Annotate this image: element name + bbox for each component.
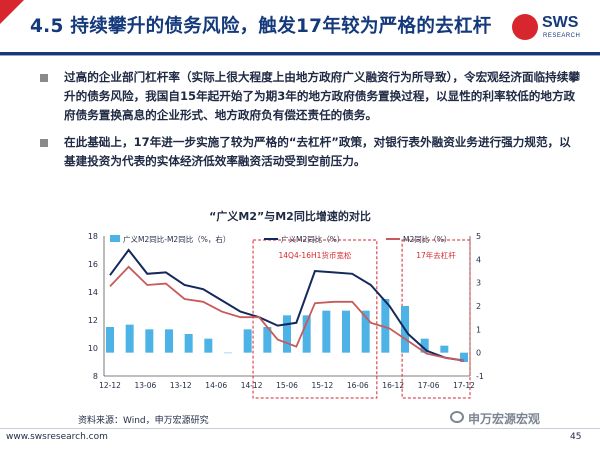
- bullet-item: 过高的企业部门杠杆率（实际上很大程度上由地方政府广义融资行为所导致），令宏观经济…: [40, 68, 580, 125]
- left-tick-label: 14: [88, 288, 98, 297]
- square-bullet-icon: [40, 74, 48, 82]
- title-rule-thin: [0, 55, 600, 56]
- right-tick-label: 5: [476, 232, 481, 241]
- right-tick-label: 1: [476, 325, 481, 334]
- footer-url: www.swsresearch.com: [6, 432, 108, 442]
- bar-mark: [184, 334, 193, 353]
- bar-mark: [204, 338, 213, 353]
- left-tick-label: 16: [88, 260, 98, 269]
- sws-logo: SWS RESEARCH: [512, 12, 592, 46]
- bar-mark: [302, 315, 311, 353]
- legend-label: M2同比（%）: [403, 234, 451, 244]
- title-rule: [0, 52, 600, 55]
- x-tick-label: 15-06: [276, 381, 298, 390]
- right-tick-label: 0: [476, 349, 481, 358]
- legend-label: 广义M2同比-M2同比（%，右）: [123, 234, 230, 244]
- bar-mark: [165, 329, 173, 353]
- x-tick-label: 12-12: [99, 381, 121, 390]
- legend-label: 广义M2同比（%）: [281, 234, 344, 244]
- watermark: 申万宏源宏观: [468, 412, 541, 426]
- bullet-text: 在此基础上，17年进一步实施了较为严格的“去杠杆”政策，对银行表外融资业务进行强…: [64, 135, 571, 168]
- x-tick-label: 15-12: [312, 381, 334, 390]
- corner-accent: [0, 0, 24, 24]
- bar-mark: [440, 345, 449, 353]
- bar-mark: [460, 352, 468, 362]
- annotation-box: [252, 239, 378, 399]
- logo-subtext: RESEARCH: [543, 33, 581, 39]
- footer-rule: [0, 428, 600, 429]
- bar-mark: [243, 329, 252, 353]
- bar-mark: [361, 310, 370, 353]
- bar-mark: [322, 310, 331, 353]
- logo-mark-icon: [512, 14, 538, 40]
- annotation-box: [401, 239, 471, 399]
- bar-mark: [224, 352, 232, 354]
- m2-line: [109, 265, 465, 362]
- left-tick-label: 18: [88, 232, 98, 241]
- bar-mark: [420, 338, 429, 353]
- bullet-text: 过高的企业部门杠杆率（实际上很大程度上由地方政府广义融资行为所导致），令宏观经济…: [64, 70, 580, 122]
- right-tick-label: -1: [476, 372, 484, 381]
- legend-swatch: [110, 235, 120, 242]
- bar-mark: [263, 327, 272, 353]
- chart: “广义M2”与M2同比增速的对比 8 10 12 14 16 18 -1 0 1 2 3 4 5 12-1…: [70, 208, 510, 430]
- bar-mark: [342, 310, 350, 353]
- left-tick-label: 10: [88, 344, 98, 353]
- bar-mark: [283, 315, 291, 353]
- left-tick-label: 12: [88, 316, 98, 325]
- x-tick-label: 17-12: [453, 381, 475, 390]
- annotation-label: 14Q4-16H1货币宽松: [279, 250, 352, 260]
- x-tick-label: 16-12: [382, 381, 404, 390]
- page-number: 45: [570, 432, 582, 442]
- slide-title: 4.5 持续攀升的债务风险，触发17年较为严格的去杠杆: [30, 16, 492, 37]
- right-tick-label: 3: [476, 279, 481, 288]
- bar-mark: [125, 324, 134, 353]
- source-note: 资料来源：Wind，申万宏源研究: [78, 416, 209, 426]
- right-tick-label: 4: [476, 255, 481, 264]
- x-tick-label: 14-12: [241, 381, 263, 390]
- x-tick-label: 14-06: [205, 381, 227, 390]
- bar-mark: [106, 327, 114, 353]
- x-tick-label: 17-06: [418, 381, 440, 390]
- x-tick-label: 16-06: [347, 381, 369, 390]
- annotation-label: 17年去杠杆: [416, 250, 456, 260]
- bullet-list: 过高的企业部门杠杆率（实际上很大程度上由地方政府广义融资行为所导致），令宏观经济…: [40, 68, 580, 179]
- square-bullet-icon: [40, 139, 48, 147]
- left-tick-label: 8: [93, 372, 98, 381]
- x-tick-label: 13-12: [170, 381, 192, 390]
- x-tick-label: 13-06: [135, 381, 157, 390]
- wechat-icon: [450, 411, 464, 423]
- broad-m2-line: [109, 248, 465, 362]
- bar-mark: [145, 329, 154, 353]
- bar-mark: [381, 299, 390, 353]
- logo-text: SWS: [542, 14, 579, 31]
- chart-title: “广义M2”与M2同比增速的对比: [209, 210, 371, 223]
- slide-header: 4.5 持续攀升的债务风险，触发17年较为严格的去杠杆 SWS RESEARCH: [0, 0, 600, 58]
- right-tick-label: 2: [476, 302, 481, 311]
- bullet-item: 在此基础上，17年进一步实施了较为严格的“去杠杆”政策，对银行表外融资业务进行强…: [40, 133, 580, 171]
